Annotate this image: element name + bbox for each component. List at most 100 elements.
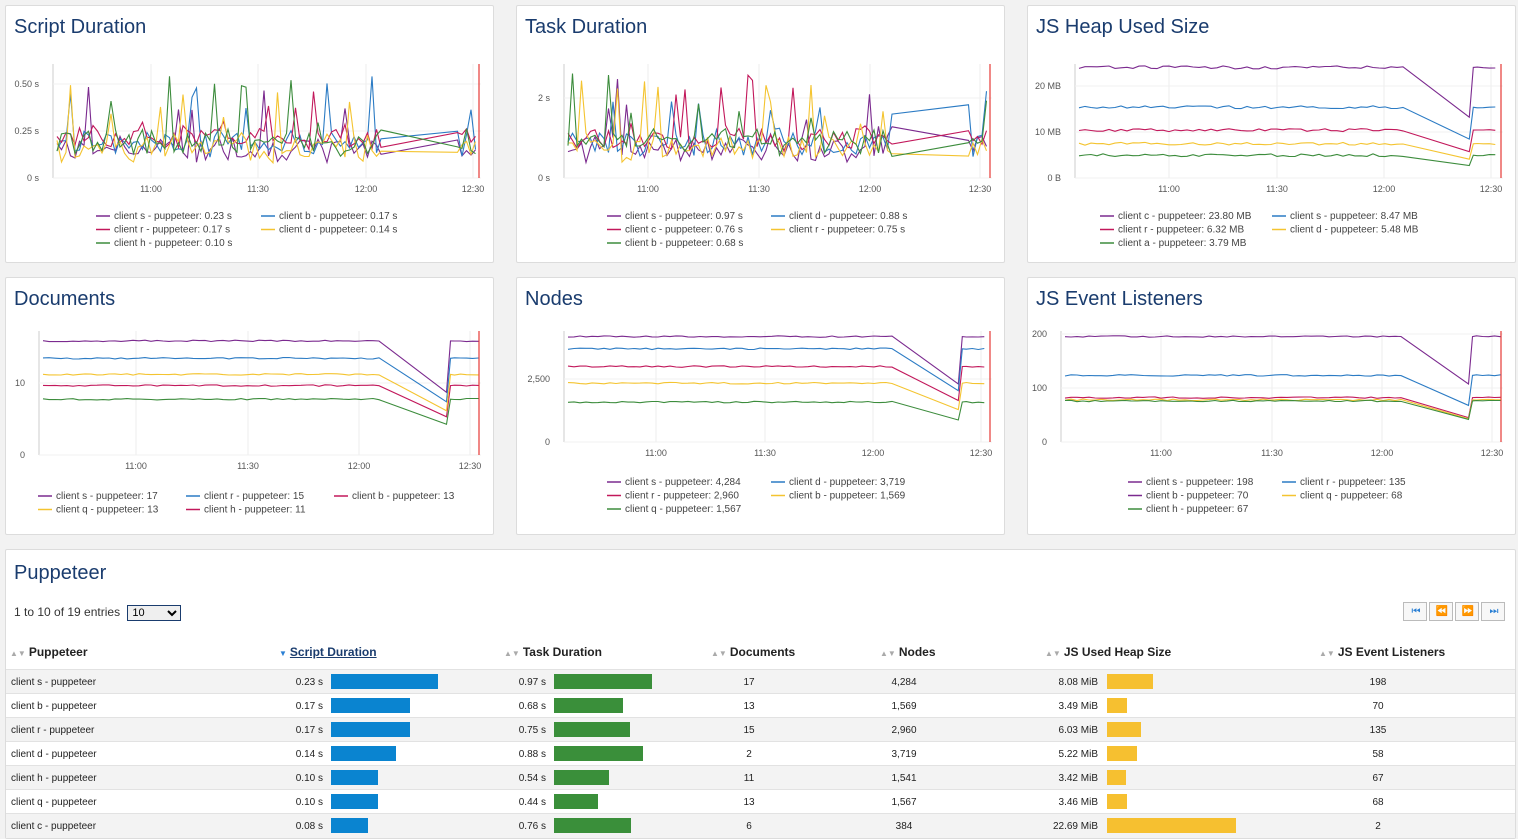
cell-event-listeners: 67 (1372, 773, 1384, 784)
cell-script-duration: 0.10 s (295, 773, 323, 784)
page-size-select[interactable]: 10 (127, 605, 182, 621)
header-js-used-heap-size[interactable]: ▲▼ JS Used Heap Size (1045, 645, 1172, 659)
cell-js-heap: 8.08 MiB (1058, 677, 1098, 688)
y-tick-label: 2,500 (527, 374, 550, 384)
header-nodes[interactable]: ▲▼ Nodes (880, 645, 936, 659)
table-row[interactable]: client q - puppeteer 0.10 s 0.44 s 13 1,567 3… (6, 789, 1515, 814)
y-tick-label: 0.50 s (14, 79, 39, 89)
cell-js-heap: 3.46 MiB (1058, 797, 1098, 808)
legend-entry: client b - puppeteer: 13 (352, 491, 455, 502)
chart-svg[interactable]: 11:00 11:30 12:00 12:30 0 s 0.25 s 0.50 s clien… (6, 6, 495, 264)
chart-panel-script-duration: Script Duration 11:00 11:30 12:00 12:30 0 s 0… (5, 5, 494, 263)
cell-script-duration: 0.08 s (295, 821, 323, 832)
chart-title: JS Heap Used Size (1036, 16, 1210, 38)
cell-js-heap: 6.03 MiB (1058, 725, 1098, 736)
chart-svg[interactable]: 11:00 11:30 12:00 12:30 0 s 2 s client s - pup… (517, 6, 1006, 264)
chart-panel-task-duration: Task Duration 11:00 11:30 12:00 12:30 0 s 2 s… (516, 5, 1005, 263)
series-line (1064, 399, 1501, 421)
cell-nodes: 3,719 (891, 749, 917, 760)
task-duration-bar (554, 722, 630, 737)
legend-entry: client b - puppeteer: 70 (1146, 491, 1249, 502)
sort-icon: ▲▼ (10, 649, 26, 658)
script-duration-bar (331, 770, 378, 785)
cell-documents: 6 (746, 821, 752, 832)
cell-script-duration: 0.17 s (295, 701, 323, 712)
cell-documents: 11 (743, 773, 755, 784)
sort-icon: ▲▼ (711, 649, 727, 658)
cell-puppeteer-name: client d - puppeteer (11, 749, 97, 760)
x-tick-label: 11:00 (645, 448, 667, 458)
chart-svg[interactable]: 11:00 11:30 12:00 12:30 0 100 200 client s - pu… (1028, 278, 1517, 536)
series-line (567, 335, 985, 386)
last-page-icon[interactable]: ⏭ (1481, 602, 1505, 621)
legend-entry: client h - puppeteer: 0.10 s (114, 238, 232, 249)
table-row[interactable]: client d - puppeteer 0.14 s 0.88 s 2 3,719 5.… (6, 741, 1515, 766)
series-line (1064, 335, 1501, 386)
header-script-duration[interactable]: ▼ Script Duration (279, 645, 377, 659)
x-tick-label: 12:30 (1481, 448, 1504, 458)
table-row[interactable]: client h - puppeteer 0.10 s 0.54 s 11 1,541 3… (6, 765, 1515, 790)
cell-task-duration: 0.76 s (518, 821, 546, 832)
table-row[interactable]: client r - puppeteer 0.17 s 0.75 s 15 2,960 6… (6, 717, 1515, 742)
script-duration-bar (331, 794, 378, 809)
series-line (567, 400, 985, 421)
legend-entry: client r - puppeteer: 15 (204, 491, 304, 502)
table-row[interactable]: client b - puppeteer 0.17 s 0.68 s 13 1,569 3… (6, 693, 1515, 718)
next-page-icon[interactable]: ⏩ (1455, 602, 1479, 621)
y-tick-label: 100 (1032, 383, 1047, 393)
task-duration-bar (554, 698, 623, 713)
cell-nodes: 2,960 (891, 725, 917, 736)
cell-documents: 2 (746, 749, 752, 760)
table-row[interactable]: client c - puppeteer 0.08 s 0.76 s 6 384 22.6… (6, 813, 1515, 838)
cell-js-heap: 22.69 MiB (1052, 821, 1098, 832)
legend-entry: client r - puppeteer: 0.75 s (789, 225, 905, 236)
series-line (56, 76, 476, 158)
cell-task-duration: 0.75 s (518, 725, 546, 736)
sort-icon: ▲▼ (1319, 649, 1335, 658)
y-tick-label: 0 s (538, 173, 551, 183)
js-heap-bar (1107, 746, 1137, 761)
header-puppeteer[interactable]: ▲▼ Puppeteer (10, 645, 88, 659)
task-duration-bar (554, 674, 652, 689)
chart-svg[interactable]: 11:00 11:30 12:00 12:30 0 B 10 MB 20 MB client … (1028, 6, 1517, 264)
pagination: ⏮ ⏪ ⏩ ⏭ (1403, 602, 1505, 621)
series-line (567, 91, 988, 157)
x-tick-label: 12:00 (1371, 448, 1394, 458)
script-duration-bar (331, 746, 396, 761)
x-tick-label: 12:00 (355, 184, 378, 194)
x-tick-label: 12:00 (348, 461, 371, 471)
x-tick-label: 11:30 (754, 448, 776, 458)
legend-entry: client r - puppeteer: 135 (1300, 477, 1406, 488)
header-documents[interactable]: ▲▼ Documents (711, 645, 796, 659)
y-tick-label: 20 MB (1035, 81, 1061, 91)
x-tick-label: 11:30 (1261, 448, 1283, 458)
legend-entry: client q - puppeteer: 13 (56, 505, 159, 516)
first-page-icon[interactable]: ⏮ (1403, 602, 1427, 621)
legend-entry: client r - puppeteer: 0.17 s (114, 225, 230, 236)
chart-panel-nodes: Nodes 11:00 11:30 12:00 12:30 0 2,500 client s… (516, 277, 1005, 535)
legend-entry: client s - puppeteer: 17 (56, 491, 158, 502)
chart-svg[interactable]: 11:00 11:30 12:00 12:30 0 2,500 client s - pup… (517, 278, 1006, 536)
table-row[interactable]: client s - puppeteer 0.23 s 0.97 s 17 4,284 8… (6, 669, 1515, 694)
legend-entry: client b - puppeteer: 0.17 s (279, 211, 397, 222)
series-line (56, 85, 477, 165)
series-line (567, 381, 985, 411)
previous-page-icon[interactable]: ⏪ (1429, 602, 1453, 621)
legend-entry: client q - puppeteer: 1,567 (625, 504, 742, 515)
header-task-duration[interactable]: ▲▼ Task Duration (504, 645, 602, 659)
script-duration-bar (331, 722, 410, 737)
series-line (1078, 128, 1496, 153)
cell-nodes: 1,569 (891, 701, 917, 712)
task-duration-bar (554, 746, 643, 761)
legend-entry: client s - puppeteer: 4,284 (625, 477, 741, 488)
cell-js-heap: 3.42 MiB (1058, 773, 1098, 784)
cell-documents: 13 (743, 701, 755, 712)
header-js-event-listeners[interactable]: ▲▼ JS Event Listeners (1319, 645, 1446, 659)
chart-svg[interactable]: 11:00 11:30 12:00 12:30 0 10 client s - puppet… (6, 278, 495, 536)
cell-task-duration: 0.44 s (518, 797, 546, 808)
task-duration-bar (554, 818, 631, 833)
series-line (42, 356, 479, 403)
series-line (1064, 396, 1501, 419)
sort-icon: ▲▼ (880, 649, 896, 658)
series-line (1064, 398, 1501, 420)
